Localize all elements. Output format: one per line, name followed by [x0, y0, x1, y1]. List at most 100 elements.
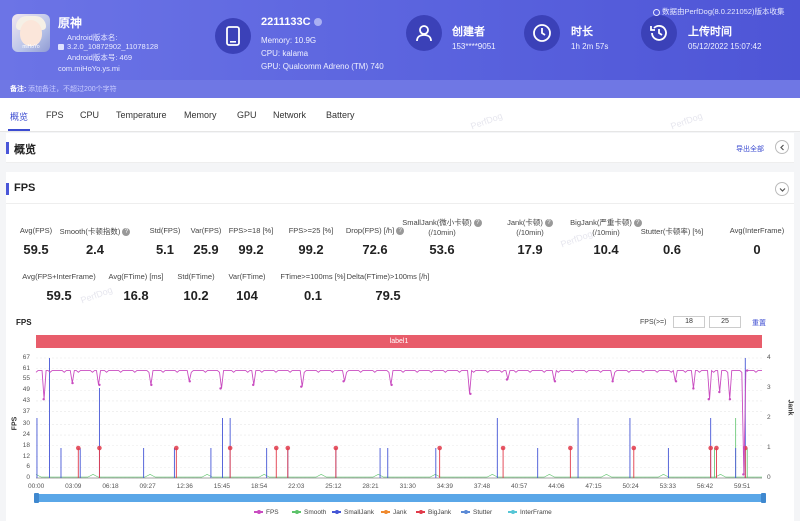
help-icon[interactable]: ? — [633, 219, 642, 228]
bigjank-point — [273, 445, 279, 451]
tab-battery[interactable]: Battery — [326, 110, 355, 120]
fps-point — [300, 385, 303, 388]
app-name: 原神 — [58, 16, 83, 30]
y-tick-left: 0 — [26, 474, 30, 481]
legend-item[interactable]: BigJank — [416, 509, 451, 516]
bigjank-point — [333, 445, 339, 451]
legend-item[interactable]: Stutter — [461, 509, 492, 516]
stat-value: 0 — [753, 242, 761, 257]
tab-overview[interactable]: 概览 — [10, 112, 29, 122]
stat-label: Avg(FPS) — [19, 226, 53, 235]
stat-label: BigJank(严重卡顿)? (/10min) — [556, 217, 656, 237]
threshold-input-2[interactable]: 25 — [709, 316, 741, 328]
stat-label: Delta(FTime)>100ms [/h] — [346, 272, 430, 281]
x-tick: 31:30 — [399, 483, 416, 490]
reset-button[interactable]: 重置 — [752, 320, 766, 327]
stat-value: 99.2 — [298, 242, 324, 257]
tab-fps[interactable]: FPS — [46, 110, 64, 120]
collapse-button[interactable] — [775, 140, 789, 154]
stat-label: Std(FPS) — [149, 226, 181, 235]
tab-memory[interactable]: Memory — [184, 110, 217, 120]
help-icon[interactable]: ? — [396, 227, 405, 236]
help-icon[interactable]: ? — [544, 219, 553, 228]
fps-point — [98, 383, 101, 387]
legend-item[interactable]: InterFrame — [508, 509, 552, 516]
x-tick: 22:03 — [288, 483, 305, 490]
history-icon — [641, 15, 677, 51]
y-tick-left: 61 — [22, 364, 30, 372]
note-bar: 备注: 添加备注，不超过200个字符 — [0, 80, 800, 98]
fps-collapse-button[interactable] — [775, 182, 789, 196]
x-tick: 34:39 — [436, 483, 454, 490]
overview-title: 概览 — [14, 144, 36, 156]
device-icon — [215, 18, 251, 54]
chevron-down-icon — [779, 188, 786, 192]
stat-value: 2.4 — [85, 242, 105, 257]
info-icon[interactable] — [313, 18, 322, 27]
y-tick-left: 55 — [22, 375, 30, 383]
stat-value: 0.1 — [303, 288, 323, 303]
duration-label: 时长 — [571, 26, 593, 38]
stat-label: Stutter(卡顿率) [%] — [640, 227, 704, 236]
stat-label: Drop(FPS) [/h]? — [325, 226, 425, 236]
y-tick-left: 37 — [22, 407, 30, 415]
y-tick-left: 12 — [22, 452, 30, 460]
bigjank-point — [500, 445, 506, 451]
scrollbar-handle-start[interactable] — [34, 493, 39, 503]
fps-point — [390, 383, 393, 387]
bigjank-point — [285, 445, 291, 451]
chevron-left-icon — [780, 144, 784, 151]
y-tick-left: 30 — [22, 420, 30, 428]
tab-temperature[interactable]: Temperature — [116, 110, 167, 120]
fps-point — [707, 397, 710, 401]
stat-label: Avg(FTime) [ms] — [108, 272, 164, 281]
legend-swatch — [416, 509, 425, 514]
fps-point — [745, 369, 749, 372]
help-icon[interactable]: ? — [122, 228, 131, 237]
legend-item[interactable]: Smooth — [292, 509, 326, 516]
export-all-button[interactable]: 导出全部 — [736, 146, 764, 153]
stat-label: Avg(InterFrame) — [729, 226, 785, 235]
y-tick-left: 6 — [26, 463, 30, 471]
legend-item[interactable]: FPS — [254, 509, 279, 516]
x-tick: 47:15 — [585, 483, 602, 490]
stat-value: 79.5 — [375, 288, 401, 303]
fps-point — [42, 397, 45, 401]
note-input[interactable]: 添加备注，不超过200个字符 — [28, 86, 117, 93]
tab-network[interactable]: Network — [273, 110, 307, 120]
stat-label-unit: (/10min) — [592, 228, 620, 237]
timeline-scrollbar[interactable] — [34, 493, 766, 503]
bigjank-point — [437, 445, 442, 451]
y-tick-right: 0 — [767, 474, 771, 481]
scrollbar-handle-end[interactable] — [761, 493, 766, 503]
package-name: com.miHoYo.ys.mi — [58, 64, 120, 73]
tab-cpu[interactable]: CPU — [80, 110, 100, 120]
upload-value: 05/12/2022 15:07:42 — [688, 42, 762, 51]
fps-series — [35, 369, 762, 475]
clock-icon — [524, 15, 560, 51]
section-marker — [6, 183, 9, 195]
fps-point — [718, 390, 721, 394]
label-bar[interactable]: label1 — [36, 335, 762, 348]
threshold-input-1[interactable]: 18 — [673, 316, 705, 328]
legend-item[interactable]: SmallJank — [332, 509, 374, 516]
device-cpu: CPU: kalama — [261, 49, 309, 58]
android-version-code: Android版本号: 469 — [67, 53, 133, 62]
threshold-label: FPS(>=) — [640, 319, 667, 326]
info-icon — [653, 8, 660, 16]
tab-gpu[interactable]: GPU — [237, 110, 257, 120]
stat-label: Var(FTime) — [228, 272, 266, 281]
x-tick: 18:54 — [250, 483, 268, 490]
legend-swatch — [461, 509, 470, 514]
y-tick-left: 18 — [22, 441, 30, 449]
legend-item[interactable]: Jank — [381, 509, 407, 516]
legend-swatch — [381, 509, 390, 514]
help-icon[interactable]: ? — [473, 219, 482, 228]
y-tick-right: 3 — [767, 384, 771, 391]
fps-point — [742, 473, 745, 476]
x-tick: 06:18 — [102, 483, 119, 490]
legend-swatch — [292, 509, 301, 514]
creator-label: 创建者 — [452, 26, 485, 38]
stat-value: 99.2 — [238, 242, 264, 257]
